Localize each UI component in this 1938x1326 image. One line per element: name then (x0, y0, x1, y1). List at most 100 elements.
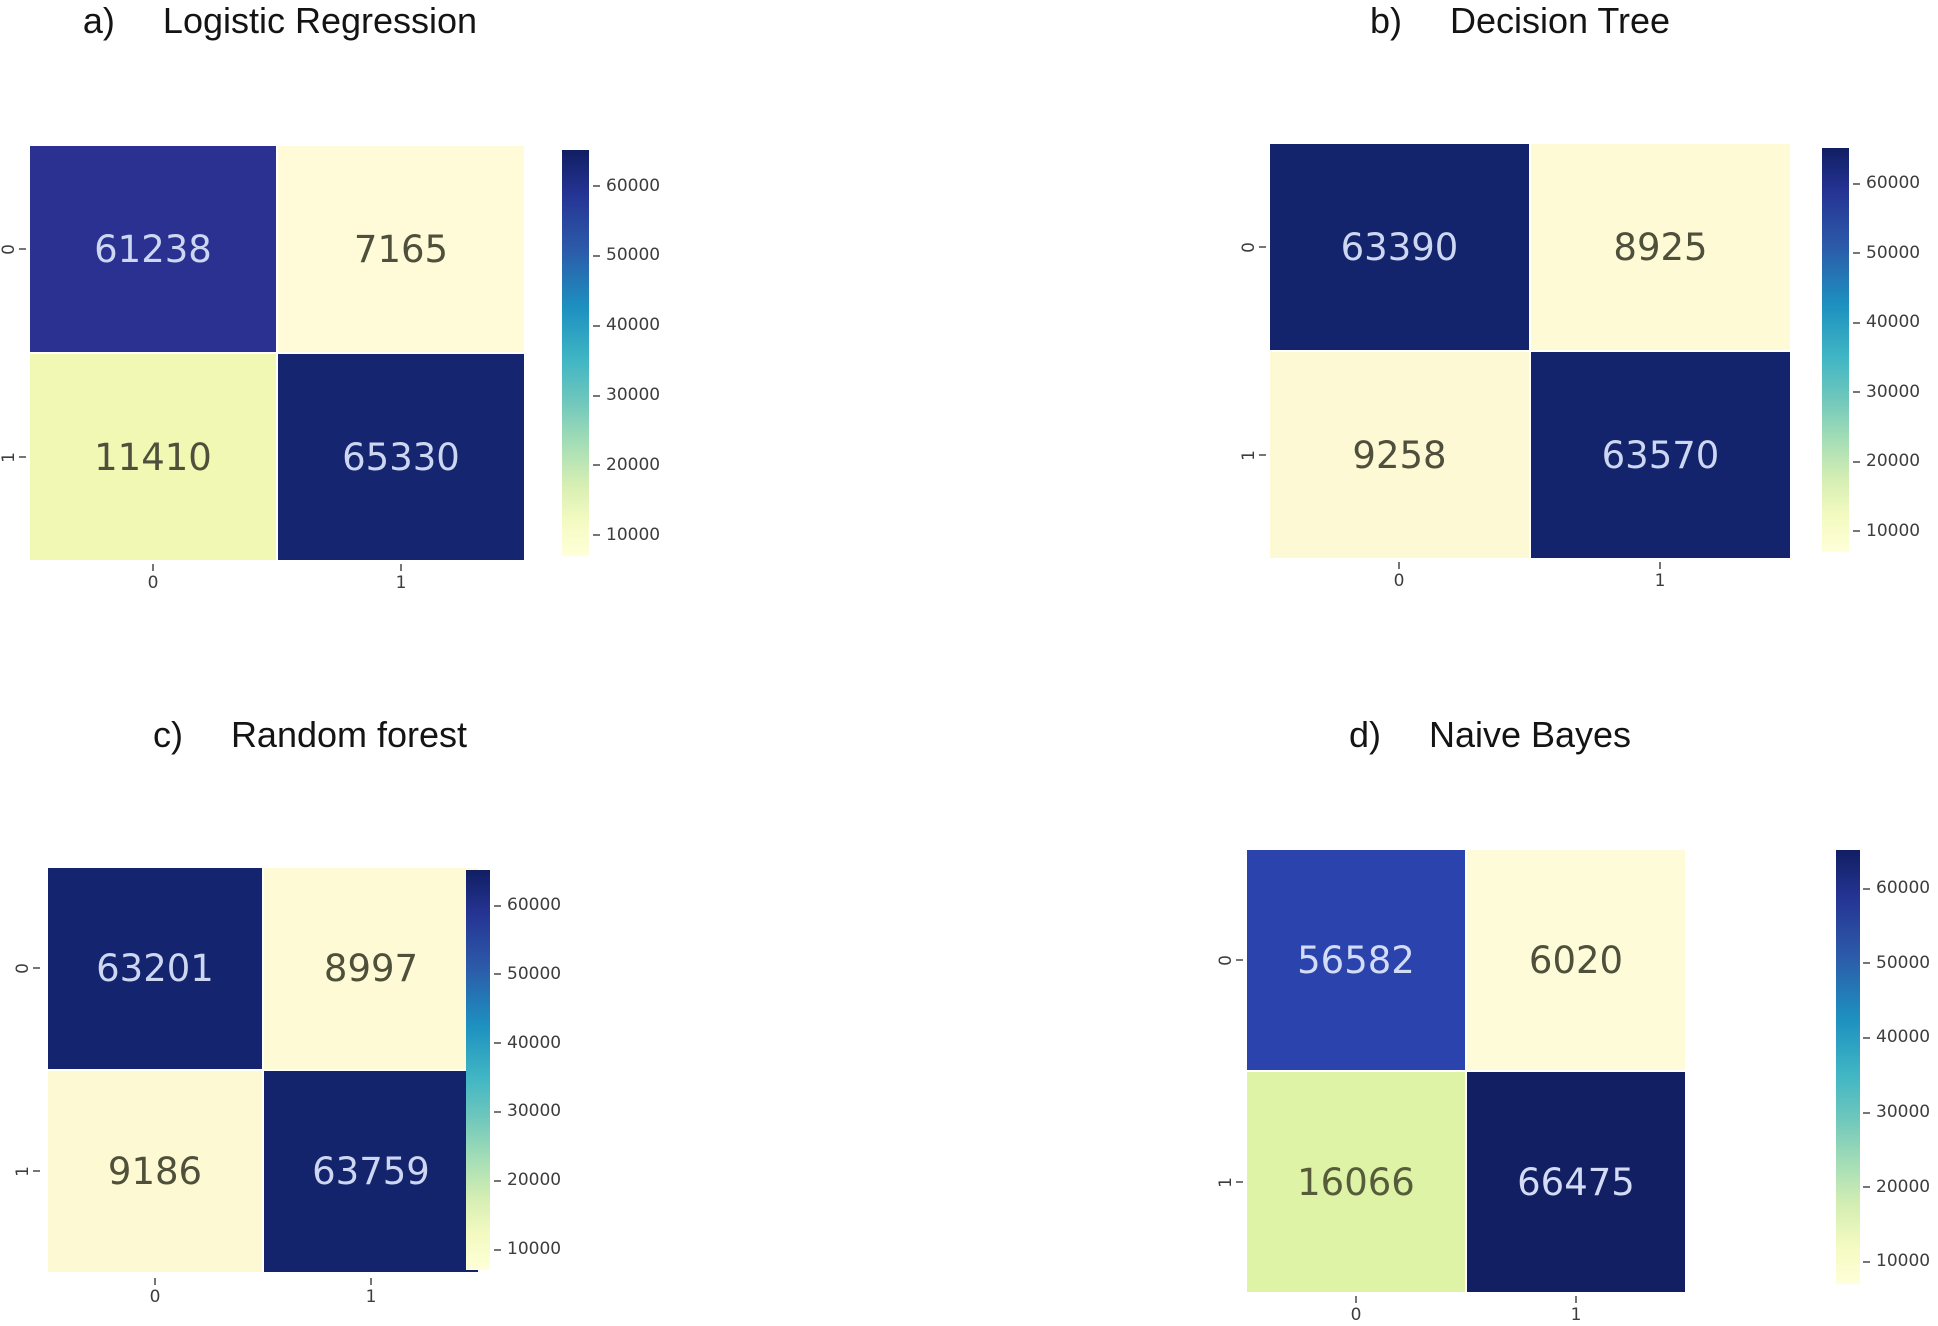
colorbar-tick-label: 40000 (507, 1032, 562, 1053)
matrix-cell: 56582 (1247, 850, 1465, 1070)
colorbar-tick-label: 10000 (606, 524, 661, 545)
tick-mark (1853, 321, 1860, 324)
matrix-cell: 63201 (48, 868, 262, 1069)
colorbar-tick-label: 40000 (1876, 1027, 1931, 1048)
matrix-cell: 65330 (278, 354, 524, 560)
x-axis-tick-label: 1 (365, 1287, 377, 1307)
colorbar-tick-label: 40000 (606, 315, 661, 336)
colorbar-tick-label: 20000 (1866, 451, 1921, 472)
colorbar-tick: 30000 (1863, 1104, 1930, 1121)
y-axis-tick-label: 1 (1239, 449, 1260, 461)
tick-mark (593, 534, 600, 537)
x-axis-tick-label: 0 (1393, 571, 1405, 591)
confusion-matrix: 63390 8925 9258 63570 (1270, 144, 1790, 558)
cell-value: 8925 (1613, 225, 1708, 269)
tick-mark (1863, 887, 1870, 890)
tick-mark (593, 464, 600, 467)
confusion-matrix: 56582 6020 16066 66475 (1247, 850, 1685, 1292)
panel-title: a) Logistic Regression (30, 0, 530, 42)
colorbar-tick-label: 50000 (606, 245, 661, 266)
colorbar-tick: 10000 (494, 1241, 561, 1258)
colorbar-tick: 50000 (593, 247, 660, 264)
tick-mark (1853, 530, 1860, 533)
panel-naive-bayes: d) Naive Bayes 0 1 56582 6020 16066 6647… (1210, 700, 1938, 1326)
x-axis-tick: 0 (1369, 562, 1429, 590)
colorbar-tick-label: 50000 (507, 963, 562, 984)
colorbar-gradient (466, 870, 490, 1270)
y-axis-tick-label: 0 (1216, 954, 1237, 966)
tick-mark (33, 1170, 40, 1172)
matrix-cell: 8925 (1531, 144, 1790, 350)
matrix-cell: 9186 (48, 1071, 262, 1272)
tick-mark (1863, 1036, 1870, 1039)
cell-value: 63201 (96, 947, 214, 990)
colorbar-tick-label: 60000 (507, 895, 562, 915)
tick-mark (494, 1110, 501, 1113)
colorbar-ticks: 60000 50000 40000 30000 20000 10000 (1853, 148, 1938, 552)
y-axis-tick-label: 1 (13, 1165, 34, 1177)
cell-value: 8997 (323, 947, 419, 990)
matrix-cell: 8997 (264, 868, 478, 1069)
tick-mark (19, 456, 26, 458)
tick-mark (1259, 454, 1266, 456)
panel-logistic-regression: a) Logistic Regression 0 1 61238 7165 11… (0, 0, 740, 660)
colorbar-tick: 10000 (1853, 520, 1921, 541)
panel-letter: d) (1348, 714, 1381, 755)
x-axis-tick-label: 0 (149, 1287, 161, 1307)
colorbar-tick-label: 50000 (1876, 952, 1931, 973)
colorbar-tick: 20000 (494, 1172, 561, 1189)
colorbar-tick-label: 60000 (606, 175, 661, 196)
matrix-cell: 9258 (1270, 352, 1529, 558)
cell-value: 16066 (1297, 1160, 1415, 1204)
colorbar-tick: 10000 (1863, 1253, 1930, 1270)
tick-mark (1236, 959, 1243, 961)
matrix-cell: 61238 (30, 146, 276, 352)
colorbar-tick-label: 20000 (507, 1170, 562, 1191)
y-axis-tick: 0 (1239, 227, 1266, 267)
x-axis-tick: 0 (123, 564, 183, 592)
y-axis-tick-label: 0 (0, 243, 20, 255)
tick-mark (1863, 1260, 1870, 1263)
tick-mark (1853, 391, 1860, 394)
colorbar-tick: 10000 (593, 524, 661, 545)
colorbar-tick: 60000 (1853, 175, 1920, 192)
matrix-cell: 63390 (1270, 144, 1529, 350)
y-axis-tick: 0 (13, 948, 40, 988)
tick-mark (400, 564, 402, 571)
y-axis-tick: 0 (1216, 940, 1243, 980)
colorbar-tick: 60000 (593, 175, 661, 196)
confusion-matrix: 61238 7165 11410 65330 (30, 146, 524, 560)
colorbar-tick-label: 10000 (1866, 520, 1921, 541)
colorbar-tick-label: 10000 (1876, 1251, 1931, 1272)
x-axis-tick-label: 1 (1654, 571, 1666, 591)
colorbar-gradient (1822, 148, 1849, 552)
colorbar-ticks: 60000 50000 40000 30000 20000 10000 (1863, 850, 1938, 1284)
tick-mark (1853, 460, 1860, 463)
panel-title: b) Decision Tree (1240, 0, 1800, 42)
colorbar-tick-label: 60000 (1876, 878, 1931, 899)
tick-mark (19, 248, 26, 250)
tick-mark (152, 564, 154, 571)
colorbar-ticks: 60000 50000 40000 30000 20000 10000 (494, 870, 584, 1270)
panel-letter: c) (152, 714, 183, 755)
matrix-cell: 63570 (1531, 352, 1790, 558)
colorbar-tick: 50000 (1863, 952, 1931, 973)
colorbar-tick: 40000 (494, 1032, 562, 1053)
y-axis-tick: 1 (13, 1151, 40, 1191)
matrix-cell: 11410 (30, 354, 276, 560)
x-axis-tick-label: 0 (1350, 1305, 1362, 1325)
y-axis-tick-label: 0 (13, 962, 34, 974)
y-axis-tick: 1 (1239, 435, 1266, 475)
tick-mark (1236, 1181, 1243, 1183)
x-axis-tick-label: 1 (1570, 1305, 1582, 1325)
cell-value: 63390 (1340, 225, 1459, 269)
tick-mark (494, 904, 501, 907)
tick-mark (154, 1278, 156, 1285)
panel-title-text: Logistic Regression (162, 0, 478, 41)
colorbar-tick: 60000 (1863, 880, 1930, 897)
colorbar-tick: 20000 (1863, 1178, 1930, 1196)
cell-value: 56582 (1297, 938, 1415, 982)
colorbar-tick: 40000 (593, 317, 660, 334)
x-axis-tick: 1 (341, 1278, 401, 1306)
tick-mark (1398, 562, 1400, 569)
